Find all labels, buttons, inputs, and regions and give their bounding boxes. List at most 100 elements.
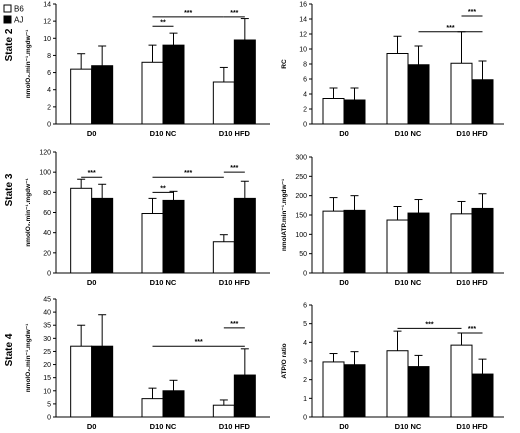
y-axis-label: nmolO₂.min⁻¹.mgdw⁻¹	[25, 178, 32, 247]
y-tick-label: 10	[299, 47, 307, 54]
x-tick-label: D10 HFD	[456, 422, 488, 431]
bar-b6	[141, 61, 164, 125]
significance-label: ***	[468, 326, 476, 333]
bar-aj	[233, 374, 256, 418]
y-tick-label: 14	[299, 17, 307, 24]
y-tick-label: 300	[295, 155, 307, 162]
x-tick-label: D10 HFD	[456, 129, 488, 138]
significance-label: ***	[230, 165, 238, 172]
bar-aj	[91, 345, 114, 418]
y-tick-label: 20	[43, 250, 51, 257]
y-tick-label: 6	[303, 77, 307, 84]
significance-label: ***	[446, 25, 454, 32]
y-tick-label: 0	[47, 122, 51, 129]
y-tick-label: 0	[303, 122, 307, 129]
bar-aj	[233, 39, 256, 125]
y-tick-label: 6	[47, 70, 51, 77]
bar-aj	[162, 44, 185, 125]
y-tick-label: 4	[303, 92, 307, 99]
bar-b6	[386, 53, 409, 125]
y-tick-label: 150	[295, 213, 307, 220]
bar-aj	[91, 197, 114, 274]
significance-label: **	[160, 19, 166, 26]
y-tick-label: 45	[43, 297, 51, 304]
bar-b6	[450, 62, 473, 125]
significance-label: ***	[195, 339, 203, 346]
y-tick-label: 20	[43, 362, 51, 369]
bar-aj	[91, 65, 114, 125]
y-tick-label: 0	[47, 271, 51, 278]
y-tick-label: 100	[39, 170, 51, 177]
y-tick-label: 16	[299, 2, 307, 9]
y-axis-label: nmolO₂.min⁻¹.mgdw⁻¹	[25, 324, 32, 393]
significance-label: ***	[230, 321, 238, 328]
y-tick-label: 200	[295, 193, 307, 200]
significance-label: ***	[88, 170, 96, 177]
y-tick-label: 5	[303, 321, 307, 328]
bar-aj	[343, 209, 366, 274]
bar-aj	[233, 197, 256, 274]
row-label: State 4	[4, 333, 15, 366]
x-tick-label: D10 HFD	[219, 422, 251, 431]
bar-b6	[141, 398, 164, 418]
row-label: State 2	[4, 28, 15, 61]
chart-panel-4: 0 50 100 150 200 250 300 D0 D10 NC D10 HFD nmolATP…	[281, 155, 504, 287]
y-tick-label: 120	[39, 150, 51, 157]
y-tick-label: 60	[43, 210, 51, 217]
x-tick-label: D10 NC	[150, 422, 177, 431]
x-tick-label: D10 HFD	[219, 278, 251, 287]
chart-panel-2: 0 2 4 6 8 10 12 14 16 D0 D10 NC D10 HFD *** *** RC	[281, 2, 504, 138]
bar-b6	[450, 344, 473, 418]
x-tick-label: D10 HFD	[219, 129, 251, 138]
y-tick-label: 100	[295, 232, 307, 239]
y-tick-label: 4	[303, 340, 307, 347]
y-tick-label: 6	[303, 303, 307, 310]
bar-aj	[343, 99, 366, 125]
y-tick-label: 30	[43, 336, 51, 343]
legend-swatch	[3, 4, 12, 13]
x-tick-label: D10 HFD	[456, 278, 488, 287]
significance-label: ***	[425, 321, 433, 328]
bar-b6	[450, 213, 473, 274]
x-tick-label: D0	[87, 422, 97, 431]
y-axis-label: RC	[281, 59, 288, 69]
x-tick-label: D10 NC	[395, 422, 422, 431]
y-tick-label: 12	[299, 32, 307, 39]
bar-b6	[212, 81, 235, 125]
bar-b6	[212, 241, 235, 274]
x-tick-label: D10 NC	[395, 278, 422, 287]
bar-b6	[322, 361, 345, 418]
bar-aj	[407, 212, 430, 274]
bar-b6	[386, 350, 409, 418]
y-tick-label: 35	[43, 323, 51, 330]
legend-swatch	[3, 15, 12, 24]
bar-b6	[322, 210, 345, 274]
y-tick-label: 10	[43, 36, 51, 43]
x-tick-label: D0	[339, 278, 349, 287]
x-tick-label: D0	[87, 129, 97, 138]
row-label: State 3	[4, 173, 15, 206]
y-tick-label: 12	[43, 19, 51, 26]
significance-label: ***	[184, 170, 192, 177]
y-tick-label: 25	[43, 349, 51, 356]
bar-b6	[212, 404, 235, 418]
chart-panel-5: 0 5 10 15 20 25 30 35 40 45 D0 D10 NC D10 HFD *** *** n…	[25, 297, 270, 431]
y-tick-label: 2	[47, 104, 51, 111]
y-tick-label: 40	[43, 230, 51, 237]
bar-b6	[386, 219, 409, 274]
y-tick-label: 3	[303, 359, 307, 366]
chart-panel-6: 0 1 2 3 4 5 6 D0 D10 NC D10 HFD *** *** ATP/O ratio	[281, 303, 504, 431]
y-axis-label: ATP/O ratio	[281, 343, 288, 378]
bar-b6	[141, 213, 164, 274]
bar-aj	[471, 79, 494, 125]
x-tick-label: D10 NC	[150, 129, 177, 138]
y-tick-label: 14	[43, 2, 51, 9]
bar-b6	[70, 345, 93, 418]
x-tick-label: D0	[339, 129, 349, 138]
legend-label: B6	[14, 5, 24, 14]
x-tick-label: D0	[87, 278, 97, 287]
y-tick-label: 40	[43, 310, 51, 317]
